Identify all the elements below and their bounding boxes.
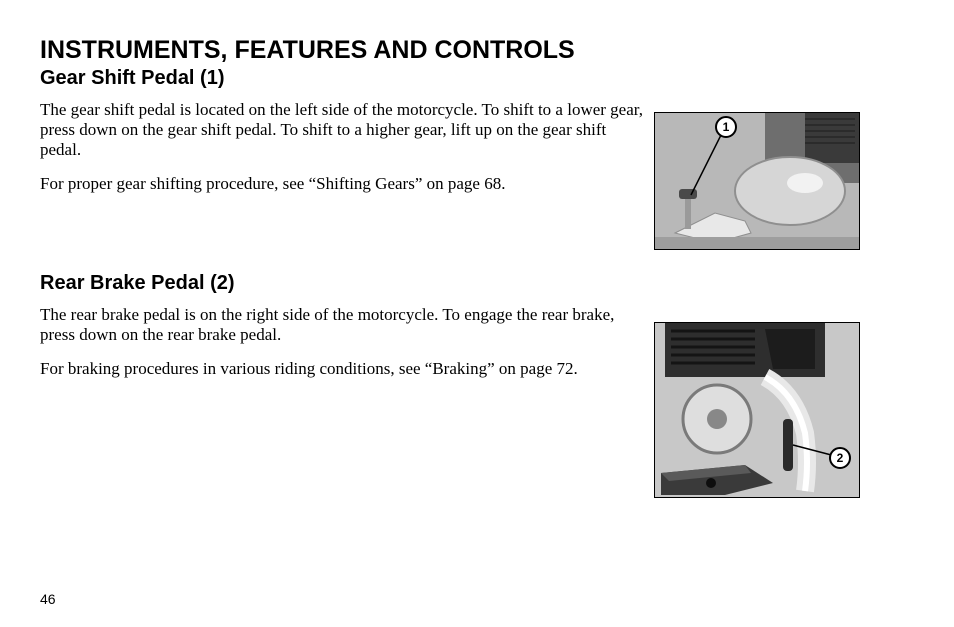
text-column: The gear shift pedal is located on the l…	[40, 100, 650, 194]
callout-2: 2	[829, 447, 851, 469]
body-paragraph: The gear shift pedal is located on the l…	[40, 100, 650, 160]
callout-1: 1	[715, 116, 737, 138]
body-paragraph: For braking procedures in various riding…	[40, 359, 650, 379]
page-number: 46	[40, 591, 56, 607]
manual-page: INSTRUMENTS, FEATURES AND CONTROLS Gear …	[0, 0, 954, 627]
section-title: Rear Brake Pedal (2)	[40, 272, 914, 295]
page-title: INSTRUMENTS, FEATURES AND CONTROLS	[40, 36, 914, 65]
figure-rear-brake: 2	[654, 322, 860, 498]
body-paragraph: The rear brake pedal is on the right sid…	[40, 305, 650, 345]
figure-gear-shift: 1	[654, 112, 860, 250]
section-title: Gear Shift Pedal (1)	[40, 67, 914, 90]
text-column: The rear brake pedal is on the right sid…	[40, 305, 650, 379]
body-paragraph: For proper gear shifting procedure, see …	[40, 174, 650, 194]
